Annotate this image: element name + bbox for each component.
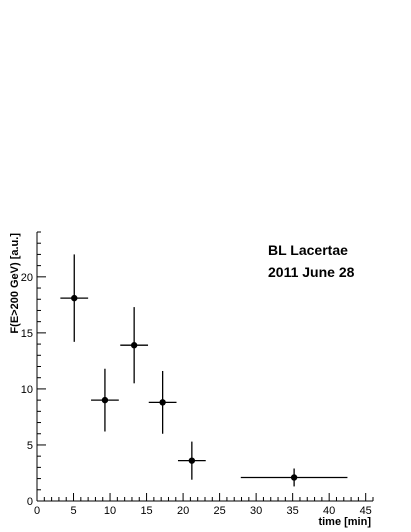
x-tick-label: 10 <box>104 505 116 517</box>
x-tick-label: 40 <box>323 505 335 517</box>
axes: 0 5 10 15 20 25 30 35 40 45 0 5 10 15 20 <box>21 231 374 517</box>
x-tick-label: 25 <box>213 505 225 517</box>
data-point-group <box>60 254 89 342</box>
x-tick-label: 35 <box>287 505 299 517</box>
y-tick-label: 5 <box>27 440 33 452</box>
data-points <box>60 254 348 487</box>
data-point <box>130 342 138 349</box>
data-point-group <box>177 441 206 480</box>
y-axis-title: F(E>200 GeV) [a.u.] <box>9 233 21 334</box>
data-point <box>290 474 298 481</box>
x-tick-label: 30 <box>250 505 262 517</box>
data-point <box>71 294 78 302</box>
data-point <box>188 457 196 464</box>
y-tick-label: 15 <box>21 328 33 340</box>
x-axis-title: time [min] <box>318 516 371 528</box>
data-point-group <box>120 307 149 384</box>
data-point-group <box>148 370 177 434</box>
x-tick-label: 5 <box>70 505 76 517</box>
y-tick-label: 0 <box>27 496 33 508</box>
data-point <box>159 399 166 406</box>
x-tick-label: 0 <box>34 505 40 517</box>
y-tick-label: 10 <box>21 384 33 396</box>
x-tick-label: 45 <box>360 505 372 517</box>
data-point-group <box>91 368 119 432</box>
data-point-group <box>240 468 348 487</box>
y-tick-label: 20 <box>21 272 33 284</box>
x-tick-label: 15 <box>140 505 152 517</box>
annotation-source: BL Lacertae <box>268 242 348 258</box>
data-point <box>101 396 109 404</box>
annotation-date: 2011 June 28 <box>268 264 355 280</box>
x-tick-label: 20 <box>177 505 189 517</box>
